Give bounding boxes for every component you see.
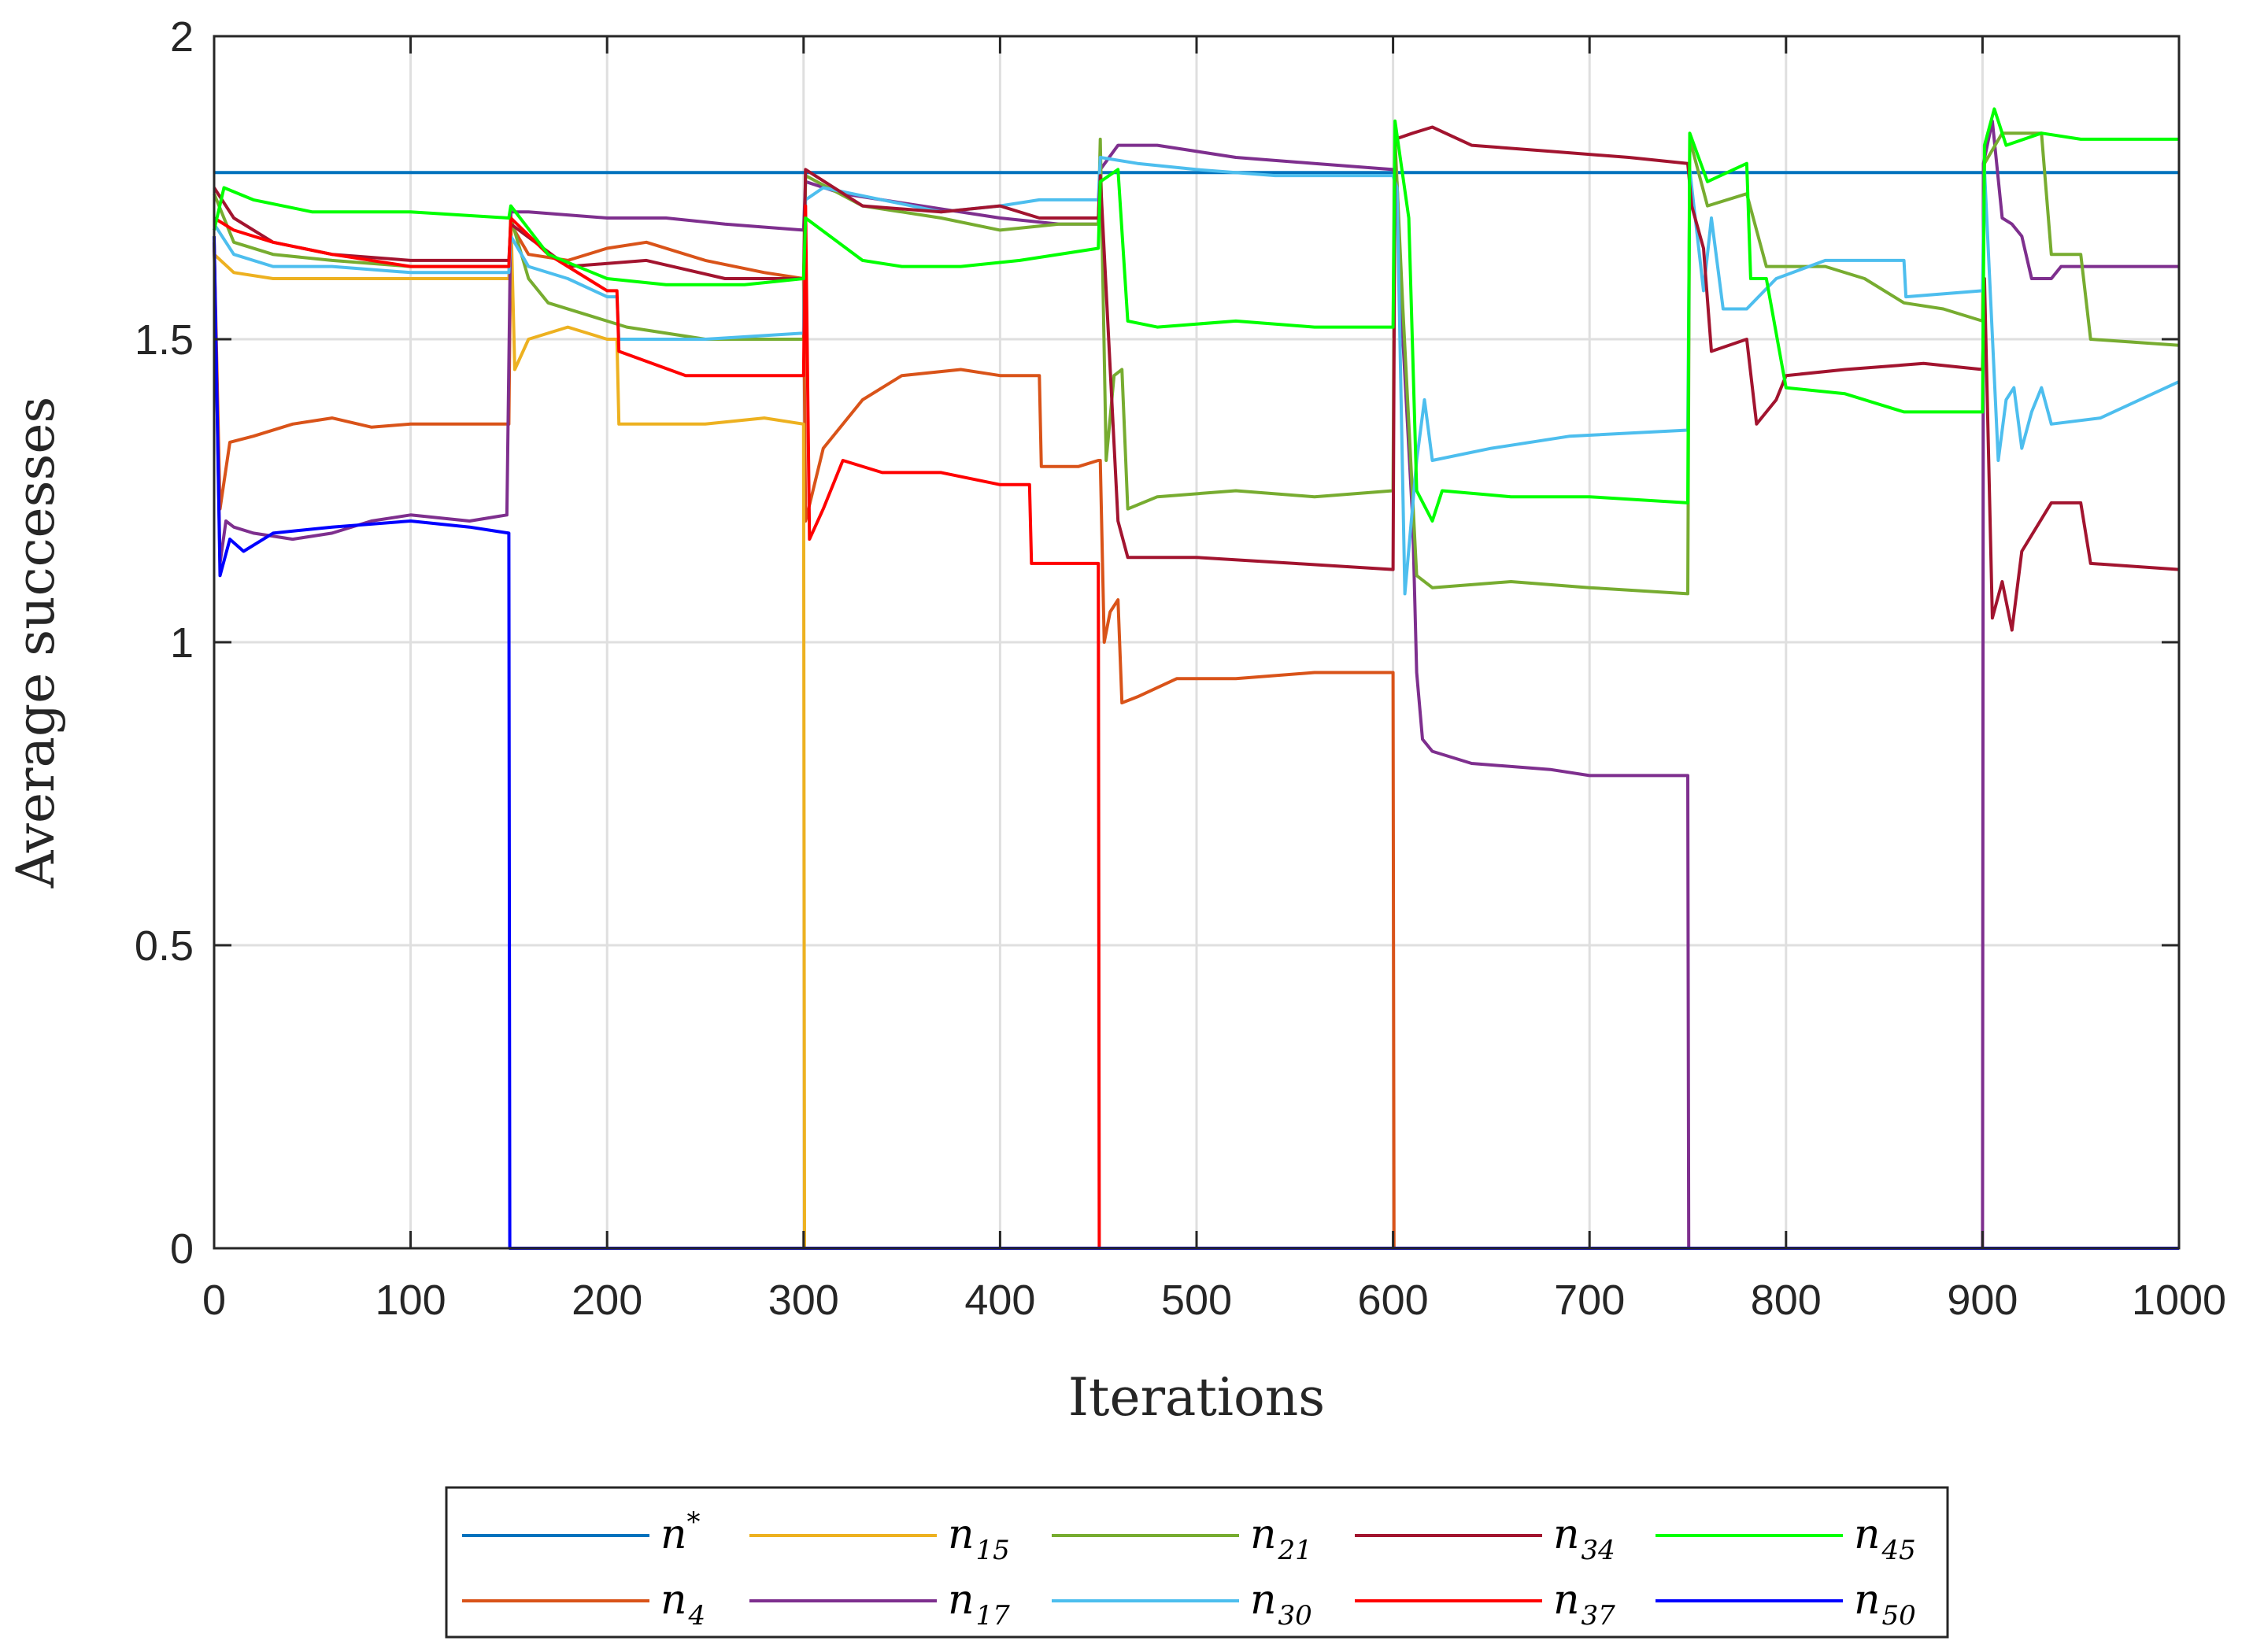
y-tick-label: 0.5: [135, 922, 194, 970]
legend-label-n-star: n*: [660, 1506, 701, 1558]
y-tick-label: 1.5: [135, 316, 194, 364]
x-tick-label: 900: [1947, 1277, 2018, 1324]
x-tick-label: 0: [202, 1277, 226, 1324]
x-tick-labels: 0 100 200 300 400 500 600 700 800 900 1000: [202, 1277, 2226, 1324]
series-line-n15: [213, 210, 806, 1249]
x-tick-label: 500: [1161, 1277, 1232, 1324]
legend-label-n21: n21: [1250, 1511, 1312, 1566]
x-axis-title: Iterations: [1068, 1367, 1325, 1428]
y-tick-label: 0: [170, 1225, 194, 1273]
ticks: [213, 35, 2181, 1250]
y-axis-title: Average successes: [6, 397, 66, 889]
series-group: [213, 107, 2180, 1250]
x-tick-label: 700: [1554, 1277, 1625, 1324]
legend-label-n30: n30: [1250, 1576, 1312, 1632]
legend-label-n17: n17: [948, 1576, 1010, 1632]
y-tick-label: 2: [170, 13, 194, 61]
legend-label-n15: n15: [948, 1511, 1010, 1566]
x-tick-label: 100: [376, 1277, 446, 1324]
x-tick-label: 1000: [2132, 1277, 2226, 1324]
x-tick-label: 200: [572, 1277, 642, 1324]
series-line-n4: [213, 222, 1396, 1249]
x-tick-label: 300: [768, 1277, 839, 1324]
legend-label-n45: n45: [1854, 1511, 1916, 1566]
legend-label-n34: n34: [1553, 1511, 1615, 1566]
series-line-n50: [213, 236, 2179, 1250]
legend-label-n4: n4: [660, 1576, 705, 1632]
x-tick-label: 400: [964, 1277, 1035, 1324]
series-line-n21: [213, 131, 2180, 596]
series-line-n17: [213, 119, 2179, 1250]
y-tick-labels: 0 0.5 1 1.5 2: [135, 13, 194, 1273]
x-tick-label: 800: [1751, 1277, 1822, 1324]
series-line-n45: [213, 107, 2179, 523]
legend-box: [445, 1486, 1949, 1639]
y-tick-label: 1: [170, 619, 194, 667]
legend-label-n50: n50: [1854, 1576, 1916, 1632]
series-line-n30: [213, 156, 2180, 596]
series-line-n37: [213, 204, 1101, 1249]
x-tick-label: 600: [1358, 1277, 1429, 1324]
legend: n* n4 n15 n17 n21 n30 n34 n37 n45 n50: [445, 1486, 1949, 1639]
legend-label-n37: n37: [1553, 1576, 1615, 1632]
